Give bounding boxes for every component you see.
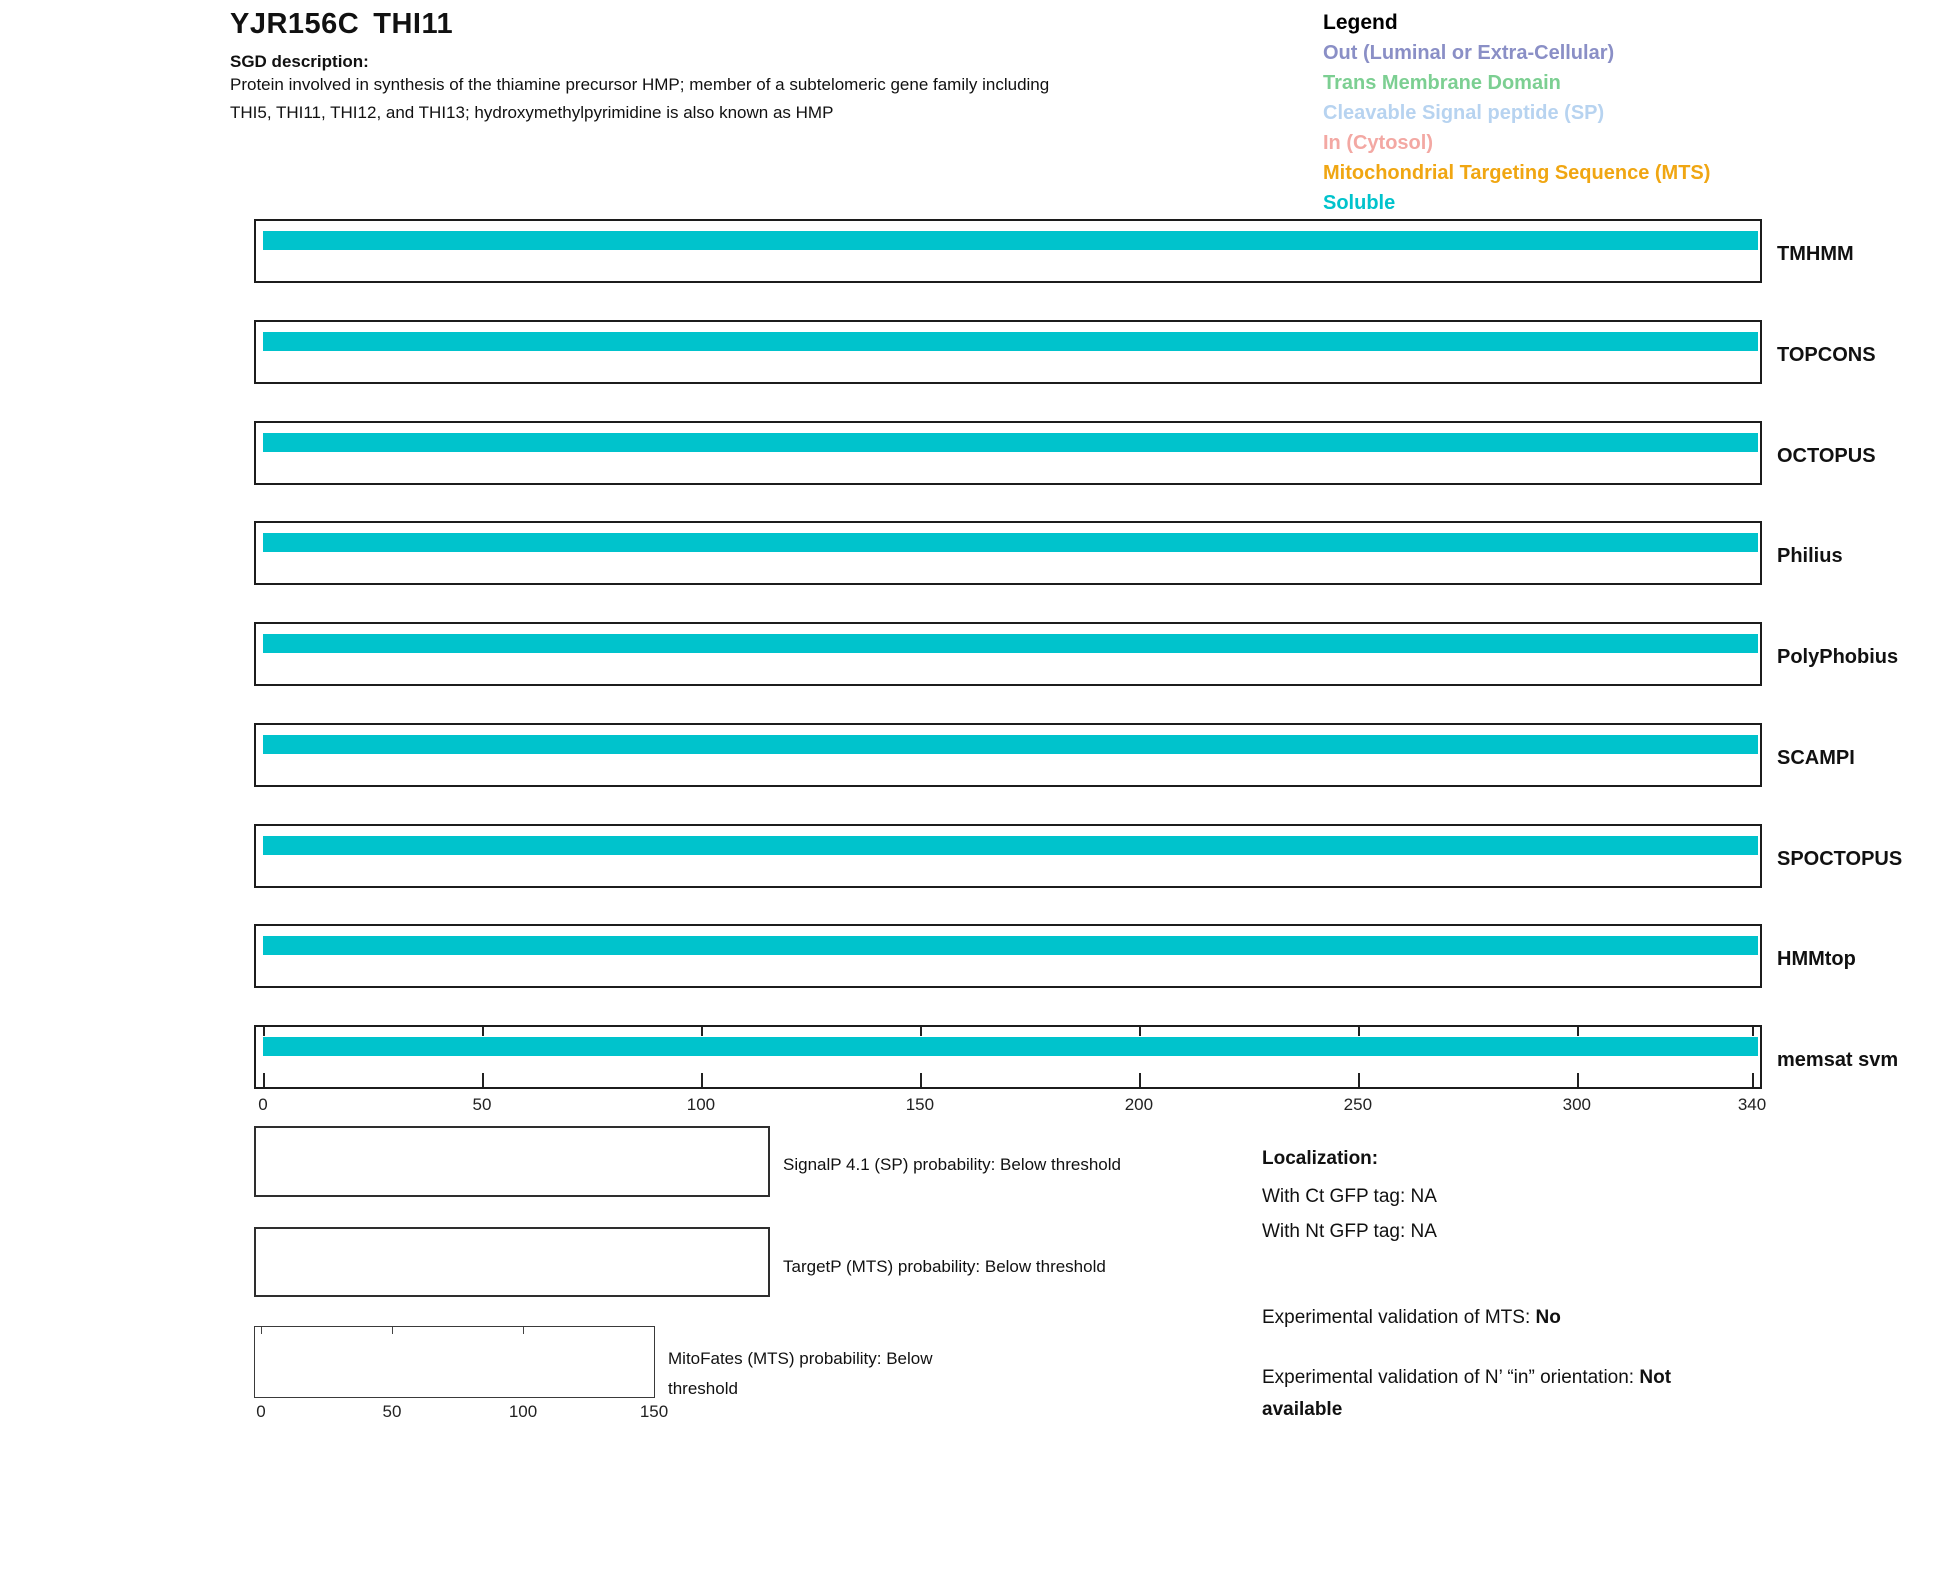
track-box-polyphobius — [254, 622, 1762, 686]
legend-item-out-luminal-or-extra-cellular: Out (Luminal or Extra-Cellular) — [1323, 42, 1615, 64]
track-label-memsat-svm: memsat svm — [1777, 1049, 1899, 1071]
mini-axis-tick-label: 100 — [508, 1402, 538, 1421]
mini-axis-tick — [392, 1327, 393, 1334]
axis-tick-label: 250 — [1343, 1095, 1373, 1114]
legend-item-trans-membrane-domain: Trans Membrane Domain — [1323, 72, 1561, 94]
probability-label-targetp: TargetP (MTS) probability: Below thresho… — [783, 1257, 1106, 1276]
segment-soluble — [263, 1037, 1758, 1056]
mini-axis-tick-label: 0 — [256, 1402, 266, 1421]
segment-soluble — [263, 634, 1758, 653]
segment-soluble — [263, 231, 1758, 250]
segment-soluble — [263, 936, 1758, 955]
legend-item-cleavable-signal-peptide-sp: Cleavable Signal peptide (SP) — [1323, 102, 1605, 124]
axis-tick-top — [700, 1027, 703, 1036]
orientation-validation-line: Experimental validation of N’ “in” orien… — [1262, 1362, 1742, 1426]
locus-name: YJR156C — [230, 8, 360, 40]
track-box-tmhmm — [254, 219, 1762, 283]
localization-title: Localization: — [1262, 1148, 1379, 1169]
track-label-topcons: TOPCONS — [1777, 344, 1876, 366]
track-label-hmmtop: HMMtop — [1777, 948, 1856, 970]
sgd-description-text: Protein involved in synthesis of the thi… — [230, 71, 1310, 127]
axis-tick-bottom — [700, 1073, 703, 1087]
legend-item-soluble: Soluble — [1323, 192, 1396, 214]
sgd-description-line: THI5, THI11, THI12, and THI13; hydroxyme… — [230, 103, 834, 122]
axis-tick-label: 340 — [1737, 1095, 1767, 1114]
orientation-validation-label: Experimental validation of N’ “in” orien… — [1262, 1367, 1635, 1388]
axis-tick-top — [263, 1027, 265, 1036]
track-box-spoctopus — [254, 824, 1762, 888]
axis-tick-bottom — [263, 1073, 265, 1087]
track-box-hmmtop — [254, 924, 1762, 988]
axis-tick-top — [1357, 1027, 1360, 1036]
axis-tick-top — [1752, 1027, 1754, 1036]
axis-tick-bottom — [1138, 1073, 1141, 1087]
axis-tick-label: 300 — [1562, 1095, 1591, 1114]
axis-tick-label: 200 — [1124, 1095, 1154, 1114]
mini-axis-tick-label: 50 — [382, 1402, 402, 1421]
mts-validation-line: Experimental validation of MTS: No — [1262, 1302, 1561, 1334]
gene-name: THI11 — [373, 8, 454, 40]
probability-label-mitofates: MitoFates (MTS) probability: Below thres… — [668, 1349, 933, 1398]
track-box-topcons — [254, 320, 1762, 384]
page-title: YJR156C THI11 — [230, 8, 453, 41]
legend-items: Out (Luminal or Extra-Cellular) Trans Mem… — [1323, 38, 1710, 218]
track-box-memsat-svm — [254, 1025, 1762, 1089]
probability-box-signalp — [254, 1126, 770, 1197]
mts-validation-value: No — [1535, 1307, 1561, 1328]
axis-tick-label: 0 — [258, 1095, 268, 1114]
segment-soluble — [263, 836, 1758, 855]
axis-tick-bottom — [1357, 1073, 1360, 1087]
track-box-octopus — [254, 421, 1762, 485]
segment-soluble — [263, 735, 1758, 754]
axis-tick-top — [1576, 1027, 1579, 1036]
legend-item-in-cytosol: In (Cytosol) — [1323, 132, 1433, 154]
probability-box-targetp — [254, 1227, 770, 1297]
track-label-scampi: SCAMPI — [1777, 747, 1855, 769]
legend-title: Legend — [1323, 11, 1398, 34]
axis-tick-label: 150 — [905, 1095, 935, 1114]
axis-tick-bottom — [1752, 1073, 1754, 1087]
mini-axis-tick — [523, 1327, 524, 1334]
mini-axis-tick — [261, 1327, 262, 1334]
track-label-philius: Philius — [1777, 545, 1843, 567]
sgd-description-line: Protein involved in synthesis of the thi… — [230, 75, 1050, 94]
mini-axis-tick-label: 150 — [639, 1402, 669, 1421]
axis-tick-bottom — [919, 1073, 922, 1087]
gfp-nt-tag-line: With Nt GFP tag: NA — [1262, 1221, 1437, 1242]
axis-tick-bottom — [481, 1073, 484, 1087]
orientation-validation-value: Not available — [1262, 1367, 1672, 1420]
axis-tick-label: 100 — [686, 1095, 716, 1114]
track-box-scampi — [254, 723, 1762, 787]
sgd-description-label: SGD description: — [230, 52, 369, 71]
segment-soluble — [263, 332, 1758, 351]
axis-tick-top — [919, 1027, 922, 1036]
axis-tick-top — [1138, 1027, 1141, 1036]
legend-item-mitochondrial-targeting-sequence-mts: Mitochondrial Targeting Sequence (MTS) — [1323, 162, 1711, 184]
track-label-spoctopus: SPOCTOPUS — [1777, 848, 1903, 870]
axis-tick-top — [481, 1027, 484, 1036]
gfp-ct-tag-line: With Ct GFP tag: NA — [1262, 1186, 1437, 1207]
axis-tick-label: 50 — [472, 1095, 492, 1114]
legend: Legend Out (Luminal or Extra-Cellular) Tr… — [1323, 8, 1710, 218]
mts-validation-label: Experimental validation of MTS: — [1262, 1307, 1531, 1328]
segment-soluble — [263, 533, 1758, 552]
segment-soluble — [263, 433, 1758, 452]
axis-tick-bottom — [1576, 1073, 1579, 1087]
track-label-polyphobius: PolyPhobius — [1777, 646, 1899, 668]
probability-box-mitofates — [254, 1326, 655, 1398]
track-box-philius — [254, 521, 1762, 585]
track-label-tmhmm: TMHMM — [1777, 243, 1854, 265]
probability-label-signalp: SignalP 4.1 (SP) probability: Below thre… — [783, 1155, 1121, 1174]
track-label-octopus: OCTOPUS — [1777, 445, 1876, 467]
